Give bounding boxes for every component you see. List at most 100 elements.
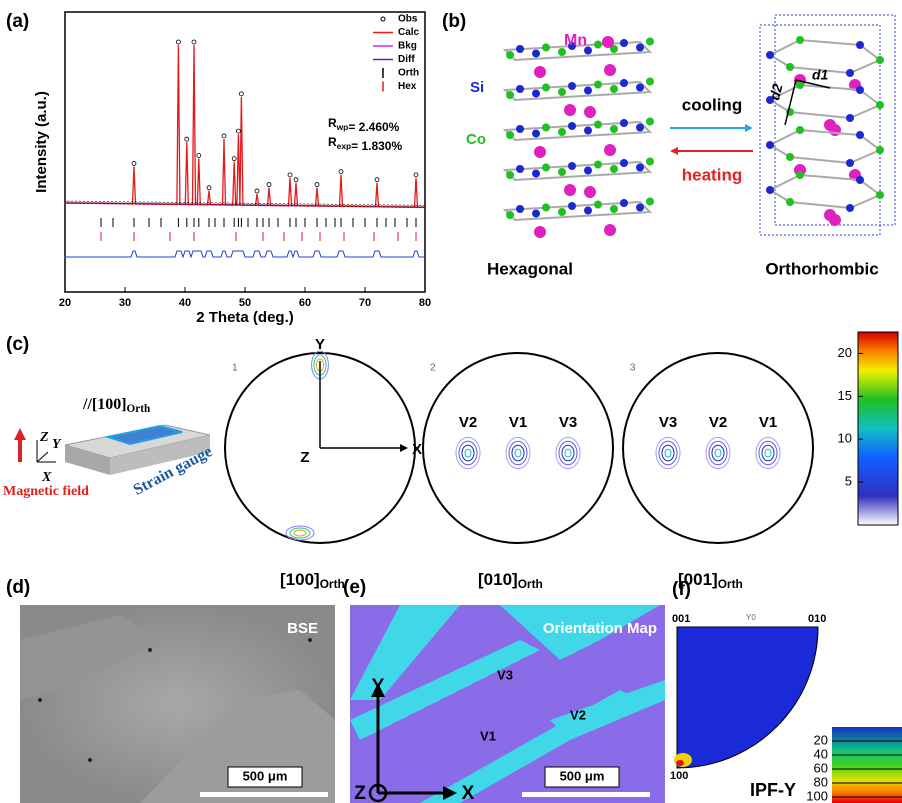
atom-co: [620, 159, 628, 167]
atom: [846, 69, 854, 77]
atom: [796, 171, 804, 179]
label: [100]Orth: [280, 570, 345, 591]
label: V1: [480, 728, 496, 743]
label-part: [100]: [280, 570, 320, 589]
obs-point: [239, 92, 243, 96]
atom-si: [506, 211, 514, 219]
label: BSE: [287, 620, 318, 637]
legend-label: Orth: [398, 68, 419, 79]
atom-mn: [604, 144, 616, 156]
atom-co: [620, 79, 628, 87]
atom-si: [506, 171, 514, 179]
atom-co: [516, 125, 524, 133]
label-part: = 1.830%: [351, 139, 402, 153]
diff-line: [65, 251, 425, 258]
atom-co: [646, 118, 654, 126]
obs-point: [176, 40, 180, 44]
atom-mn: [584, 106, 596, 118]
atom-si: [610, 125, 618, 133]
atom-co: [542, 164, 550, 172]
colorbar-label: 10: [838, 431, 852, 446]
label: Rexp= 1.830%: [328, 135, 402, 153]
atom-si: [532, 210, 540, 218]
atom-mn: [564, 104, 576, 116]
obs-point: [414, 173, 418, 177]
scale-bar: [200, 792, 328, 797]
colorbar: [858, 332, 898, 525]
x-tick-label: 40: [179, 297, 191, 309]
atom-co: [594, 161, 602, 169]
label: 1: [232, 363, 238, 374]
atom-co: [620, 199, 628, 207]
variant-label: V3: [659, 414, 677, 431]
legend-mark: [381, 17, 385, 21]
atom: [876, 191, 884, 199]
x-tick-label: 60: [299, 297, 311, 309]
atom-co: [542, 204, 550, 212]
obs-point: [267, 183, 271, 187]
label: X: [412, 441, 422, 458]
label: V3: [497, 667, 513, 682]
legend-label: Hex: [398, 81, 417, 92]
atom: [766, 141, 774, 149]
colorbar-label: 15: [838, 388, 852, 403]
atom: [856, 41, 864, 49]
atom: [796, 36, 804, 44]
atom-si: [610, 165, 618, 173]
variant-label: V1: [509, 414, 527, 431]
colorbar-label: 20: [838, 345, 852, 360]
label: cooling: [682, 95, 742, 114]
label: Hexagonal: [487, 259, 573, 278]
atom: [786, 63, 794, 71]
atom: [876, 101, 884, 109]
x-tick-label: 70: [359, 297, 371, 309]
distance: [785, 80, 796, 125]
label: Y: [372, 676, 385, 697]
atom: [876, 146, 884, 154]
atom-co: [594, 121, 602, 129]
label: //[100]Orth: [82, 396, 151, 415]
label: 3: [630, 363, 636, 374]
atom-co: [542, 84, 550, 92]
label: 2: [430, 363, 436, 374]
label: 010: [808, 613, 826, 625]
ipf-triangle: [677, 627, 818, 768]
legend-label: Bkg: [398, 41, 417, 52]
obs-point: [236, 129, 240, 133]
label: X: [462, 783, 475, 803]
atom-co: [646, 38, 654, 46]
pore: [38, 698, 42, 702]
subscript: Orth: [320, 577, 345, 591]
obs-point: [255, 189, 259, 193]
label: Z: [39, 430, 49, 445]
atom-si: [558, 168, 566, 176]
pole-figure: [423, 353, 613, 543]
obs-point: [339, 170, 343, 174]
atom-co: [542, 44, 550, 52]
legend-label: Calc: [398, 27, 420, 38]
atom: [856, 131, 864, 139]
legend-label: Obs: [398, 14, 418, 25]
label: (f): [672, 579, 691, 600]
ipf-tick-label: 60: [814, 760, 828, 775]
label: [010]Orth: [478, 570, 543, 591]
label: Y0: [746, 613, 756, 622]
atom-si: [636, 124, 644, 132]
label-part: [010]: [478, 570, 518, 589]
atom-co: [620, 39, 628, 47]
atom-si: [506, 91, 514, 99]
label-part: = 2.460%: [348, 120, 399, 134]
atom-si: [558, 128, 566, 136]
label: Mn: [564, 32, 587, 49]
atom-mn: [604, 224, 616, 236]
atom-co: [620, 119, 628, 127]
atom-mn: [829, 214, 841, 226]
hex-layer: [505, 162, 650, 180]
atom-mn: [534, 66, 546, 78]
atom: [766, 186, 774, 194]
atom: [796, 126, 804, 134]
atom-si: [636, 164, 644, 172]
atom: [856, 176, 864, 184]
ipf-spot: [676, 760, 684, 766]
atom-mn: [584, 186, 596, 198]
